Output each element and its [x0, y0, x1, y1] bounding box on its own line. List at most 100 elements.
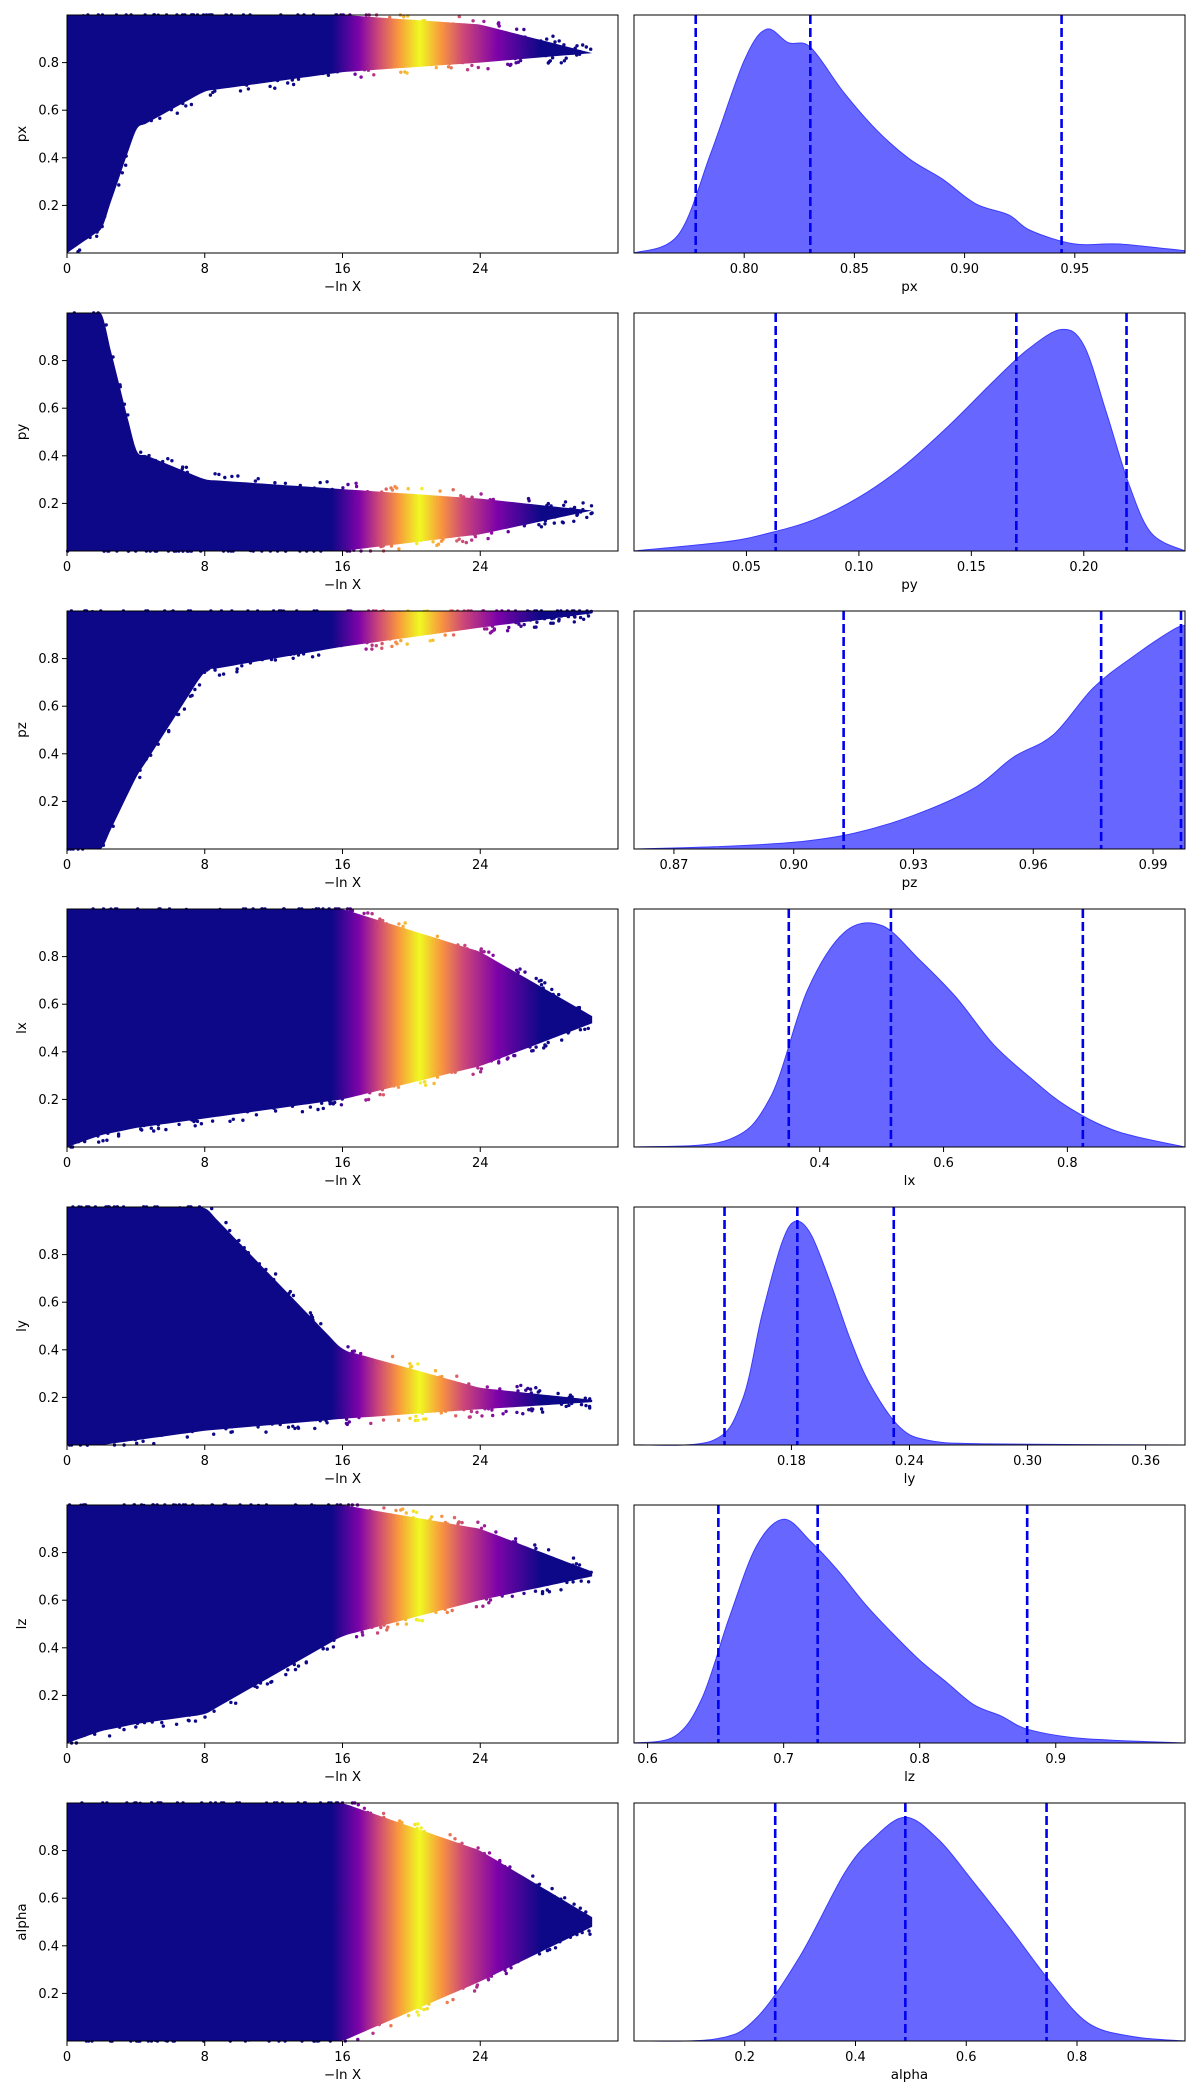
trace-point [326, 1413, 330, 1418]
trace-point [550, 987, 554, 992]
trace-point [327, 1099, 332, 1103]
posterior-xtick-label: 0.90 [779, 858, 808, 873]
trace-point [380, 490, 384, 494]
posterior-xtick-label: 0.80 [730, 262, 759, 277]
trace-point [505, 629, 510, 633]
trace-point [559, 1897, 563, 1901]
trace-point [171, 104, 176, 108]
trace-point [404, 1622, 409, 1626]
trace-point [423, 1080, 427, 1084]
trace-point [451, 633, 456, 637]
trace-point [366, 614, 370, 618]
trace-point [193, 687, 197, 692]
trace-point [189, 1424, 194, 1428]
trace-point [215, 1702, 220, 1706]
trace-point [274, 909, 278, 913]
trace-point [103, 912, 108, 917]
trace-point [379, 609, 383, 614]
trace-point [529, 1391, 533, 1395]
trace-point [488, 57, 492, 62]
trace-point [461, 60, 465, 65]
trace-point [382, 1506, 386, 1510]
trace-point [553, 611, 558, 615]
trace-point [147, 1207, 152, 1212]
trace-point-cloud [67, 1503, 593, 1745]
trace-point [238, 1419, 242, 1424]
trace-point [505, 1401, 510, 1406]
trace-point [326, 1505, 331, 1510]
trace-point [552, 1033, 556, 1038]
trace-point [553, 515, 557, 519]
trace-point [333, 643, 337, 647]
trace-samples-px [67, 14, 593, 253]
trace-point [537, 523, 541, 527]
trace-point [232, 913, 236, 917]
trace-point [456, 943, 460, 947]
trace-point [160, 1433, 164, 1437]
trace-point [270, 1422, 274, 1426]
trace-point [395, 642, 399, 646]
posterior-axes-frame [633, 14, 1186, 254]
trace-point [350, 64, 354, 69]
trace-point [156, 1126, 161, 1131]
trace-point [124, 1208, 129, 1212]
trace-point [484, 1597, 489, 1601]
trace-point [539, 515, 543, 520]
trace-point [531, 1874, 535, 1878]
trace-point [310, 655, 315, 659]
trace-point [535, 509, 539, 513]
trace-point [368, 1360, 373, 1364]
trace-point [519, 616, 524, 620]
trace-point [486, 1407, 491, 1411]
trace-point [482, 26, 486, 30]
trace-point [258, 1681, 263, 1685]
trace-point [352, 491, 356, 495]
trace-point [211, 1508, 215, 1513]
trace-point [392, 1518, 396, 1523]
trace-point [359, 1351, 363, 1356]
trace-xtick-label: 0 [63, 1156, 71, 1171]
trace-point [508, 1870, 512, 1875]
trace-point [446, 65, 451, 69]
trace-point [469, 1409, 474, 1414]
trace-point [354, 484, 359, 489]
trace-point [111, 1436, 116, 1441]
trace-point [81, 1804, 85, 1808]
trace-point [379, 924, 384, 928]
trace-point [304, 546, 309, 550]
trace-point [515, 1384, 519, 1389]
trace-point [326, 73, 331, 78]
trace-point [230, 1425, 234, 1429]
trace-point [465, 68, 470, 72]
trace-point [540, 1410, 545, 1414]
trace-point [458, 57, 462, 62]
trace-point [386, 1625, 390, 1629]
trace-point [573, 46, 577, 50]
trace-point [560, 49, 564, 54]
trace-point [418, 1081, 423, 1085]
trace-point [398, 1819, 402, 1823]
row-ly: 0 8 16 24 0.2 0.4 0.6 0.8 −ln X ly 0.18 0.24 0.30 0.3… [14, 1205, 1186, 1487]
trace-point [412, 19, 416, 24]
trace-point [133, 1807, 137, 1811]
trace-point [166, 1211, 170, 1215]
row-py: 0 8 16 24 0.2 0.4 0.6 0.8 −ln X py 0.05 0.10 0.15 0.2… [14, 311, 1186, 593]
trace-point [103, 210, 107, 214]
trace-point [523, 505, 527, 509]
trace-point [327, 641, 332, 646]
trace-point [284, 1672, 288, 1677]
trace-point [229, 1506, 233, 1510]
trace-point [303, 18, 307, 22]
trace-point [381, 1093, 386, 1097]
trace-point [294, 1506, 298, 1510]
trace-point [432, 940, 436, 944]
trace-point [89, 1507, 94, 1511]
trace-point [166, 457, 170, 461]
trace-point [375, 1631, 380, 1635]
trace-point [498, 1387, 502, 1391]
trace-point [498, 525, 503, 529]
trace-point [246, 1105, 251, 1110]
trace-point [374, 1360, 379, 1365]
trace-point [373, 64, 377, 69]
trace-point [231, 658, 235, 662]
